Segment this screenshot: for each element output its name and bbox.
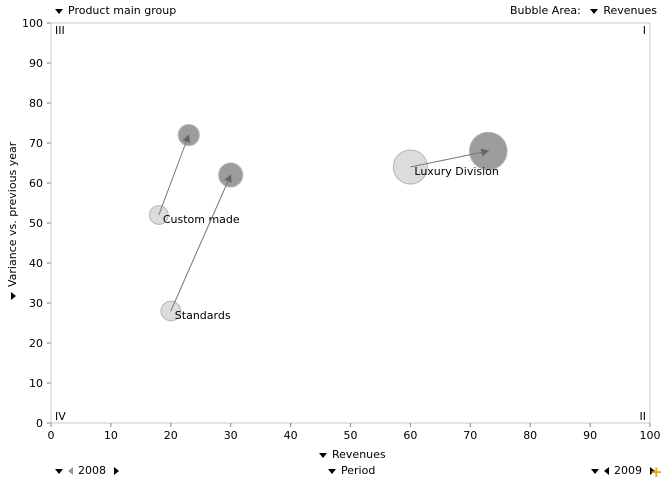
dropdown-arrow-icon — [328, 468, 336, 474]
add-icon[interactable]: + — [650, 463, 663, 481]
x-axis-selector[interactable]: Revenues — [319, 448, 386, 461]
y-tick-label: 10 — [29, 377, 43, 390]
x-tick-label: 60 — [403, 429, 417, 442]
y-tick-label: 20 — [29, 337, 43, 350]
x-tick-label: 10 — [104, 429, 118, 442]
quadrant-label-top-right: I — [643, 24, 646, 37]
group-selector-label: Product main group — [68, 4, 177, 17]
quadrant-label-top-left: III — [55, 24, 65, 37]
bubble-label-standards: Standards — [175, 309, 231, 322]
quadrant-label-bottom-right: II — [640, 410, 647, 423]
bubble-area-selector[interactable]: Bubble Area: Revenues — [510, 4, 657, 17]
y-tick-label: 80 — [29, 97, 43, 110]
y-tick-label: 50 — [29, 217, 43, 230]
previous-period-icon[interactable] — [604, 467, 609, 475]
trajectory-arrow-standards — [170, 174, 232, 312]
x-tick-label: 20 — [164, 429, 178, 442]
bubble-label-custom-made: Custom made — [163, 213, 240, 226]
x-tick-label: 0 — [48, 429, 55, 442]
period-to-label: 2009 — [614, 464, 642, 477]
dropdown-arrow-icon[interactable] — [591, 468, 599, 474]
y-tick-label: 0 — [36, 417, 43, 430]
y-tick-label: 70 — [29, 137, 43, 150]
plot-area — [50, 22, 651, 424]
dropdown-arrow-icon — [590, 8, 599, 14]
period-to-control[interactable]: 2009 — [591, 464, 655, 477]
x-tick-label: 90 — [583, 429, 597, 442]
y-tick-label: 90 — [29, 57, 43, 70]
period-selector[interactable]: Period — [328, 464, 375, 477]
dropdown-arrow-icon — [319, 452, 327, 458]
x-tick-label: 70 — [463, 429, 477, 442]
period-from-label: 2008 — [78, 464, 106, 477]
y-tick-label: 40 — [29, 257, 43, 270]
x-axis-label: Revenues — [332, 448, 386, 461]
period-label: Period — [341, 464, 376, 477]
y-tick-label: 30 — [29, 297, 43, 310]
trajectory-arrow-luxury-division — [410, 148, 490, 168]
period-from-control[interactable]: 2008 — [55, 464, 119, 477]
x-tick-label: 80 — [523, 429, 537, 442]
x-tick-label: 30 — [224, 429, 238, 442]
y-tick-label: 100 — [22, 17, 43, 30]
y-tick-label: 60 — [29, 177, 43, 190]
bubble-area-value: Revenues — [603, 4, 657, 17]
x-tick-label: 100 — [640, 429, 661, 442]
bubble-label-luxury-division: Luxury Division — [414, 165, 499, 178]
next-period-icon[interactable] — [649, 467, 655, 475]
trajectory-arrow-custom-made — [158, 134, 191, 216]
previous-period-icon[interactable] — [68, 467, 73, 475]
x-tick-label: 50 — [344, 429, 358, 442]
dropdown-arrow-icon[interactable] — [55, 468, 63, 474]
bubble-area-label: Bubble Area: — [510, 4, 581, 17]
dropdown-arrow-icon — [55, 8, 63, 14]
group-selector[interactable]: Product main group — [55, 4, 176, 17]
x-tick-label: 40 — [284, 429, 298, 442]
quadrant-label-bottom-left: IV — [55, 410, 66, 423]
next-period-icon[interactable] — [113, 467, 119, 475]
